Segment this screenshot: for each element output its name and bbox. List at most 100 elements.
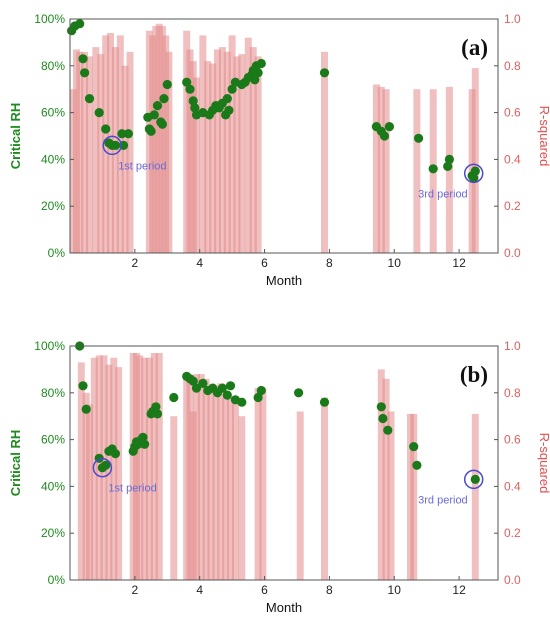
right-y-axis: 0.0 0.2 0.4 0.6 0.8 1.0 <box>494 339 521 587</box>
period-highlight-circle <box>463 163 484 184</box>
left-y-axis-title: Critical RH <box>8 430 23 496</box>
x-tick-label: 2 <box>131 583 138 597</box>
r-squared-bar <box>110 357 118 580</box>
x-tick-label: 6 <box>261 583 268 597</box>
critical-rh-point <box>378 413 388 424</box>
critical-rh-point <box>140 439 150 449</box>
right-y-tick-label: 0.0 <box>504 246 521 260</box>
r-squared-bar-series <box>77 353 479 580</box>
critical-rh-point <box>159 94 169 104</box>
period-annotation-label: 3rd period <box>418 188 468 200</box>
critical-rh-point <box>256 385 266 396</box>
r-squared-bar <box>150 353 158 580</box>
left-y-tick-label: 100% <box>34 12 65 26</box>
critical-rh-point <box>227 84 237 94</box>
right-y-tick-label: 0.2 <box>504 526 521 540</box>
critical-rh-point <box>84 94 95 104</box>
critical-rh-scatter-series <box>75 341 480 484</box>
r-squared-bar <box>372 84 380 253</box>
right-y-tick-label: 0.0 <box>504 573 521 587</box>
r-squared-bar <box>136 355 144 580</box>
plot-area <box>70 19 498 253</box>
r-squared-bar <box>231 402 239 580</box>
right-y-tick-label: 0.8 <box>504 386 521 400</box>
x-axis: 2 4 6 8 10 12 <box>131 576 466 597</box>
right-y-tick-label: 0.6 <box>504 433 521 447</box>
r-squared-bar <box>471 413 479 580</box>
right-y-axis: 0.0 0.2 0.4 0.6 0.8 1.0 <box>494 12 521 260</box>
x-axis-title: Month <box>266 273 302 288</box>
r-squared-bar <box>410 413 418 580</box>
left-y-tick-label: 40% <box>41 479 65 493</box>
period-annotation-label: 3rd period <box>418 494 468 506</box>
left-y-tick-label: 20% <box>41 199 65 213</box>
critical-rh-point <box>379 131 390 141</box>
r-squared-bar <box>222 397 230 580</box>
panel-label: (b) <box>460 362 488 387</box>
r-squared-bar <box>218 47 226 253</box>
r-squared-bar <box>126 51 134 253</box>
left-y-tick-label: 100% <box>34 339 65 353</box>
chart-panel-a: 1st period 3rd period 0% 20% 40% 60% 80% 10 0% … <box>8 12 550 288</box>
right-y-tick-label: 1.0 <box>504 339 521 353</box>
left-y-tick-label: 80% <box>41 59 65 73</box>
right-y-tick-label: 0.2 <box>504 199 521 213</box>
critical-rh-point <box>78 381 88 391</box>
left-y-axis: 0% 20% 40% 60% 80% 100% <box>34 339 74 587</box>
r-squared-bar <box>387 411 395 580</box>
critical-rh-point <box>138 432 148 442</box>
r-squared-bar <box>204 61 212 253</box>
critical-rh-point <box>443 161 453 171</box>
critical-rh-point <box>101 460 111 470</box>
critical-rh-point <box>101 124 111 134</box>
critical-rh-point <box>169 392 179 403</box>
x-tick-label: 8 <box>326 256 333 270</box>
left-y-axis: 0% 20% 40% 60% 80% 100% <box>34 12 74 260</box>
r-squared-bar <box>238 54 246 253</box>
critical-rh-point <box>428 164 438 174</box>
critical-rh-point <box>470 166 480 176</box>
critical-rh-point <box>383 425 393 435</box>
x-tick-label: 4 <box>196 256 203 270</box>
x-tick-label: 4 <box>196 583 203 597</box>
r-squared-bar <box>238 416 246 580</box>
left-y-axis-title: Critical RH <box>8 103 23 169</box>
critical-rh-point <box>470 474 480 484</box>
r-squared-bar <box>377 369 385 580</box>
annotation-layer: 1st period 3rd period <box>92 457 484 506</box>
critical-rh-point <box>188 96 198 106</box>
r-squared-bar <box>115 367 123 580</box>
period-highlight-circle <box>102 135 122 156</box>
critical-rh-point <box>162 79 172 90</box>
critical-rh-point <box>409 442 419 452</box>
r-squared-bar <box>212 385 220 580</box>
critical-rh-point <box>81 404 91 414</box>
critical-rh-point <box>444 154 454 164</box>
critical-rh-point <box>198 378 208 388</box>
critical-rh-scatter-series <box>67 19 480 183</box>
critical-rh-point <box>190 103 200 113</box>
left-y-tick-label: 60% <box>41 433 65 447</box>
x-tick-label: 6 <box>261 256 268 270</box>
x-tick-label: 10 <box>388 583 402 597</box>
chart-panel-b: 1st period 3rd period 0% 20% 40% 60% 80% 10 0% … <box>8 339 550 615</box>
r-squared-bar <box>121 65 129 253</box>
r-squared-bar <box>321 397 328 580</box>
r-squared-bar <box>321 51 328 253</box>
r-squared-bar <box>90 357 98 580</box>
r-squared-bar <box>214 49 221 254</box>
critical-rh-point <box>414 133 424 143</box>
critical-rh-point <box>224 105 234 115</box>
r-squared-bar <box>217 383 225 580</box>
r-squared-bar <box>92 47 100 253</box>
critical-rh-point <box>384 122 394 132</box>
r-squared-bar <box>86 404 93 580</box>
critical-rh-point <box>225 381 236 391</box>
r-squared-bar <box>249 47 257 253</box>
period-highlight-circle <box>463 469 484 490</box>
r-squared-bar <box>471 68 479 253</box>
critical-rh-point <box>185 84 195 94</box>
left-y-tick-label: 40% <box>41 152 65 166</box>
panel-label: (a) <box>461 35 488 60</box>
x-axis-title: Month <box>266 600 302 615</box>
